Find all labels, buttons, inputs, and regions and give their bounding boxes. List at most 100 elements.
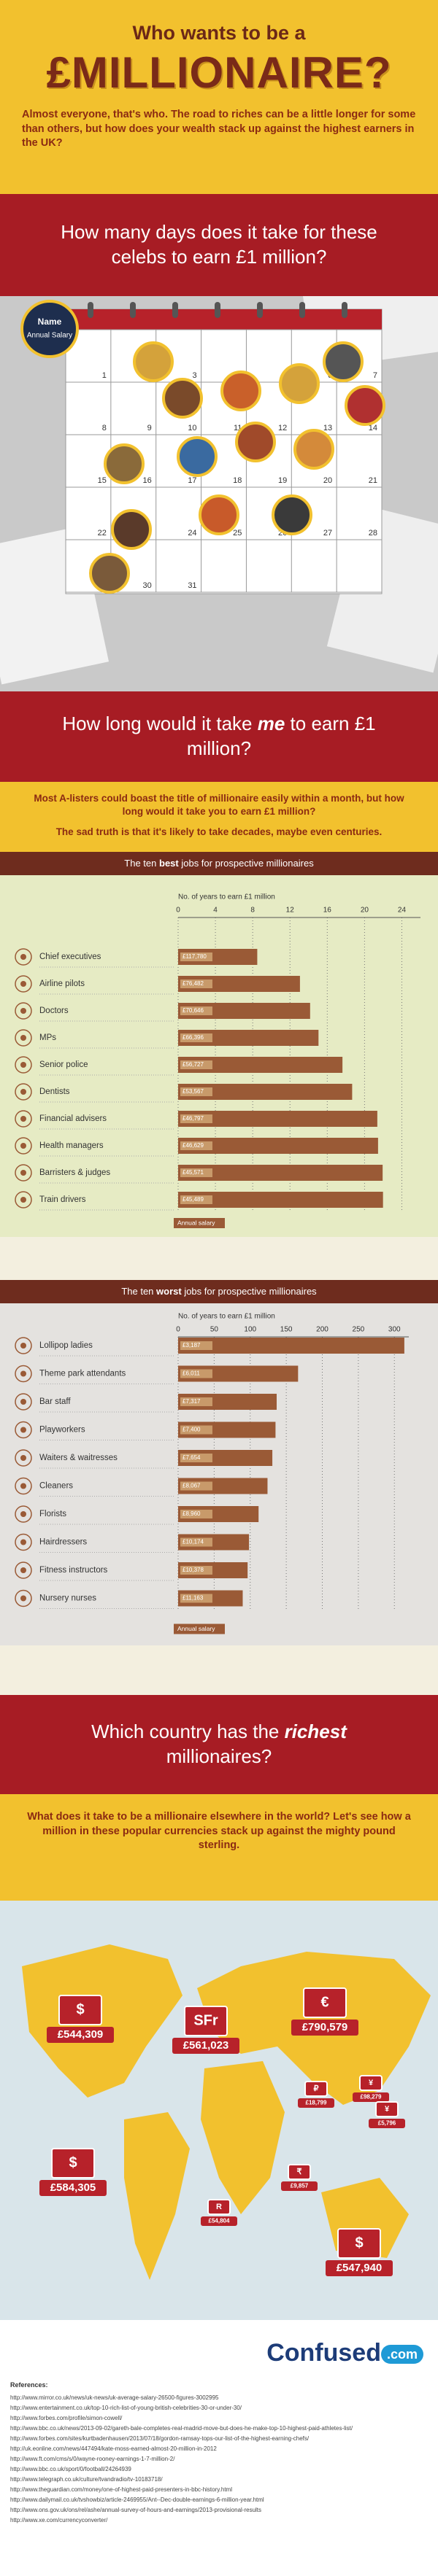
ring — [299, 302, 305, 318]
south-america — [124, 2112, 190, 2280]
celeb-badge — [162, 378, 203, 419]
title-line: Who wants to be a — [132, 22, 306, 44]
row-icon — [15, 1029, 32, 1047]
reference: http://www.ons.gov.uk/ons/rel/ashe/annua… — [10, 2507, 262, 2513]
currency-symbol: $ — [69, 2154, 77, 2170]
flag-box — [207, 2199, 231, 2215]
section-band: How many days does it take for these cel… — [0, 194, 438, 296]
salary-box — [180, 1369, 212, 1378]
reference: http://www.entertainment.co.uk/top-10-ri… — [10, 2405, 242, 2411]
salary-label: £7,317 — [182, 1398, 201, 1405]
flag-box — [51, 2148, 95, 2179]
title-text: The ten — [124, 858, 159, 869]
day-number: 11 — [234, 424, 242, 432]
salary-box — [180, 1510, 212, 1518]
ring — [88, 302, 93, 318]
reference: http://www.mirror.co.uk/news/uk-news/uk-… — [10, 2394, 219, 2401]
bar — [178, 1338, 404, 1354]
salary-label: £8,067 — [182, 1483, 201, 1489]
key-name: Name — [38, 317, 62, 327]
row-icon — [15, 1110, 32, 1128]
celeb-badge — [323, 341, 364, 382]
amount: £584,305 — [50, 2181, 96, 2194]
flag-box — [304, 2081, 328, 2097]
category-label: Dentists — [39, 1087, 70, 1096]
ring — [257, 302, 263, 318]
chart-area: No. of years to earn £1 million 0 50 100 150… — [0, 1303, 438, 1645]
amount: £790,579 — [302, 2021, 348, 2033]
salary-box — [180, 1481, 212, 1491]
chart-title: The ten best jobs for prospective millio… — [0, 852, 438, 875]
row-icon-dot — [20, 981, 26, 987]
salary-box — [180, 1006, 212, 1015]
category-label: Airline pilots — [39, 979, 85, 988]
axis-title: No. of years to earn £1 million — [178, 893, 275, 901]
reference: http://www.telegraph.co.uk/culture/tvand… — [10, 2476, 163, 2483]
map: $£544,309SFr£561,023€£790,579₽£18,799¥£9… — [22, 1944, 431, 2280]
amount: £18,799 — [306, 2100, 327, 2106]
africa — [201, 2061, 285, 2214]
section-band: How long would it take me to earn £1 mil… — [0, 691, 438, 782]
day-number: 30 — [142, 581, 151, 590]
flag-box — [303, 1987, 347, 2018]
day-number: 18 — [233, 476, 242, 485]
salary-box — [180, 1566, 212, 1575]
salary-box — [180, 1537, 212, 1547]
heading: How many days does it take for these cel… — [61, 221, 377, 268]
logo: Confused .com — [266, 2339, 423, 2367]
celeb-badge — [177, 436, 218, 477]
celeb-badge — [104, 443, 145, 484]
row-icon — [15, 1533, 32, 1551]
day-number: 8 — [102, 424, 107, 432]
row-icon — [15, 1337, 32, 1354]
row-icon-dot — [20, 1170, 26, 1176]
row-icon-dot — [20, 1143, 26, 1149]
key-badge — [20, 300, 79, 358]
amount-tag — [298, 2098, 334, 2108]
row-icon-dot — [20, 1035, 26, 1041]
row-icon — [15, 1191, 32, 1209]
day-number: 22 — [98, 529, 107, 538]
salary-label: £46,629 — [182, 1142, 204, 1149]
day-number: 3 — [192, 371, 196, 380]
salary-label: £76,482 — [182, 980, 204, 987]
category-label: Lollipop ladies — [39, 1341, 93, 1350]
salary-label: £7,400 — [182, 1427, 201, 1433]
ring — [342, 302, 347, 318]
reference: http://www.dailymail.co.uk/tvshowbiz/art… — [10, 2497, 264, 2503]
row-icon — [15, 1449, 32, 1467]
amount: £54,804 — [209, 2218, 230, 2224]
currency-symbol: ₽ — [314, 2084, 319, 2093]
row-icon — [15, 1002, 32, 1020]
celeb-badge — [235, 422, 276, 462]
heading-text: Which country has the — [91, 1720, 285, 1743]
salary-label: £7,654 — [182, 1454, 201, 1461]
logo-text: Confused — [266, 2339, 381, 2367]
category-label: Fitness instructors — [39, 1566, 108, 1575]
title: £MILLIONAIRE? — [46, 48, 392, 97]
salary-key-box — [174, 1218, 225, 1228]
bar — [178, 1138, 378, 1154]
day-number: 17 — [188, 476, 196, 485]
salary-label: £45,571 — [182, 1169, 204, 1176]
row-icon — [15, 1561, 32, 1579]
currency-symbol: $ — [355, 2235, 363, 2251]
calendar-section: 1234567891011121314151617181920212223242… — [0, 263, 438, 691]
row-icon — [15, 1505, 32, 1523]
logo-suffix: .com — [380, 2344, 423, 2364]
amount-tag — [47, 2027, 114, 2043]
x-tick-label: 20 — [361, 907, 369, 915]
you-text: Most A-listers could boast the title of … — [0, 782, 438, 852]
currency-symbol: SFr — [193, 2012, 218, 2028]
intro: Almost everyone, that's who. The road to… — [22, 109, 416, 150]
row-icon — [15, 1589, 32, 1607]
row-icon — [15, 1056, 32, 1074]
category-label: Health managers — [39, 1141, 104, 1150]
category-label: Financial advisers — [39, 1114, 107, 1123]
ring — [130, 302, 136, 318]
salary-label: £46,797 — [182, 1115, 204, 1122]
salary-key-box — [174, 1623, 225, 1634]
salary-label: £10,378 — [182, 1567, 204, 1573]
row-icon-dot — [20, 1116, 26, 1122]
